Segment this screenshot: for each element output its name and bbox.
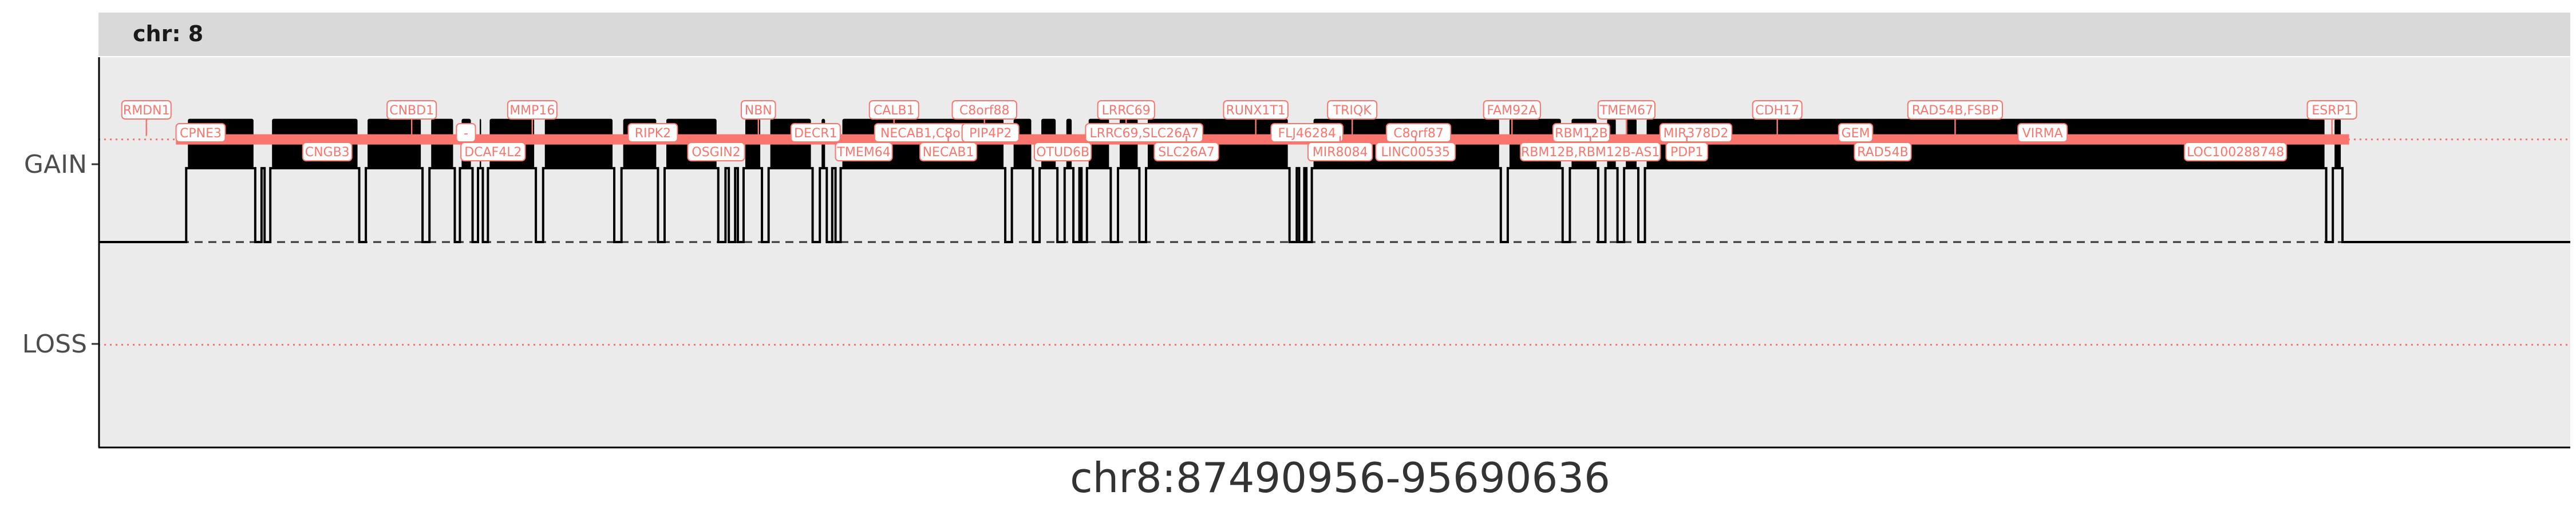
gene-label-box bbox=[175, 123, 226, 142]
gene-label: GEM bbox=[1842, 126, 1870, 141]
gene-label-box bbox=[1907, 100, 2003, 120]
gene-label-box bbox=[961, 123, 1020, 142]
gene-label-box bbox=[1665, 142, 1709, 161]
gene-label: TMEM64 bbox=[836, 145, 890, 160]
gene-labels: RMDN1 CPNE3 CNGB3 CNBD1 - DCAF4L2 MMP16 RIPK2 OS… bbox=[121, 100, 2357, 161]
gene-label: RAD54B bbox=[1857, 145, 1908, 160]
gene-label: SLC26A7 bbox=[1158, 145, 1215, 160]
gene-label-box bbox=[919, 142, 978, 161]
gene-label-box bbox=[1752, 100, 1803, 120]
gene-label: VIRMA bbox=[2022, 126, 2063, 141]
facet-strip-label: chr: 8 bbox=[133, 21, 203, 46]
gene-label: LINC00535 bbox=[1381, 145, 1450, 160]
gene-label: MMP16 bbox=[509, 104, 555, 118]
gene-label: FAM92A bbox=[1487, 104, 1537, 118]
gene-label: CALB1 bbox=[874, 104, 915, 118]
gene-label: TMEM67 bbox=[1599, 104, 1653, 118]
gene-label-box bbox=[121, 100, 172, 120]
gene-label: CPNE3 bbox=[180, 126, 222, 141]
gene-label-box bbox=[1519, 142, 1661, 161]
gene-label-box bbox=[386, 100, 437, 120]
gene-label: MIR8084 bbox=[1313, 145, 1368, 160]
gene-label-box bbox=[1838, 123, 1874, 142]
gene-label: DECR1 bbox=[794, 126, 837, 141]
gene-label-box bbox=[460, 142, 526, 161]
gene-label-box bbox=[1854, 142, 1912, 161]
gene-label-box bbox=[507, 100, 558, 120]
gene-label: LRRC69 bbox=[1102, 104, 1151, 118]
gene-label-box bbox=[951, 100, 1017, 120]
gene-label-box bbox=[1307, 142, 1373, 161]
gene-label-box bbox=[2183, 142, 2287, 161]
gene-label: OTUD6B bbox=[1036, 145, 1089, 160]
gene-label: RIPK2 bbox=[635, 126, 671, 141]
gene-label: CNBD1 bbox=[389, 104, 434, 118]
gene-label: PIP4P2 bbox=[969, 126, 1012, 141]
gene-label: RBM12B,RBM12B-AS1 bbox=[1521, 145, 1660, 160]
gene-label-box bbox=[2306, 100, 2357, 120]
gene-label: RMDN1 bbox=[123, 104, 170, 118]
gene-label: NBN bbox=[745, 104, 772, 118]
gene-label-box bbox=[1034, 142, 1092, 161]
gene-label-box bbox=[1153, 142, 1219, 161]
gene-label: RBM12B bbox=[1555, 126, 1607, 141]
y-tick-label-loss: LOSS bbox=[22, 330, 87, 359]
gene-label-box bbox=[835, 142, 893, 161]
gene-label: RAD54B,FSBP bbox=[1912, 104, 1998, 118]
gene-label-box bbox=[687, 142, 745, 161]
gene-label: NECAB1 bbox=[923, 145, 974, 160]
gene-label: TRIQK bbox=[1333, 104, 1372, 118]
gene-label-box bbox=[790, 123, 841, 142]
gene-label-box bbox=[740, 100, 776, 120]
gene-label: LOC100288748 bbox=[2187, 145, 2284, 160]
gene-label: PDP1 bbox=[1670, 145, 1703, 160]
gene-label: OSGIN2 bbox=[692, 145, 740, 160]
gene-label: FLJ46284 bbox=[1278, 126, 1336, 141]
y-tick-label-gain: GAIN bbox=[24, 150, 87, 179]
gene-label: C8orf87 bbox=[1393, 126, 1444, 141]
gene-label-box bbox=[1375, 142, 1456, 161]
signal-step-line bbox=[98, 167, 2570, 244]
gene-label-box bbox=[1085, 123, 1204, 142]
gene-label-box bbox=[1327, 100, 1378, 120]
gene-label: ESRP1 bbox=[2312, 104, 2352, 118]
gene-label: DCAF4L2 bbox=[464, 145, 521, 160]
gene-label: RUNX1T1 bbox=[1226, 104, 1285, 118]
gene-label-box bbox=[1270, 123, 1344, 142]
gene-label-box bbox=[868, 100, 919, 120]
gene-label-box bbox=[1223, 100, 1289, 120]
x-axis-title: chr8:87490956-95690636 bbox=[1070, 454, 1610, 502]
gene-label: CNGB3 bbox=[305, 145, 350, 160]
gene-label-box bbox=[1483, 100, 1541, 120]
gene-label-box bbox=[627, 123, 678, 142]
gene-label: MIR378D2 bbox=[1664, 126, 1729, 141]
gene-label: LRRC69,SLC26A7 bbox=[1089, 126, 1199, 141]
gene-label-box bbox=[2017, 123, 2068, 142]
gene-label: - bbox=[464, 126, 468, 141]
gene-label-box bbox=[302, 142, 353, 161]
gene-label-box bbox=[1097, 100, 1155, 120]
gene-label: C8orf88 bbox=[959, 104, 1010, 118]
facet-strip bbox=[98, 13, 2570, 56]
gene-label-box bbox=[1597, 100, 1656, 120]
gene-label: CDH17 bbox=[1755, 104, 1799, 118]
